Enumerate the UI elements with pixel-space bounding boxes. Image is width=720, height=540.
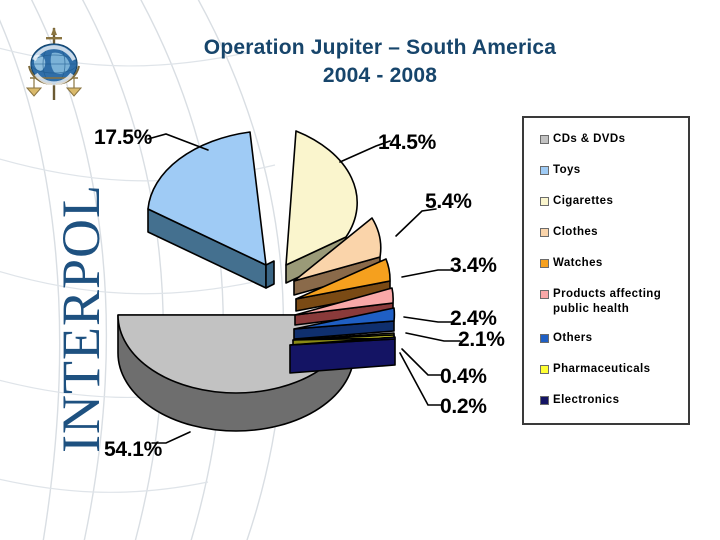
pie-label-products-public-health: 2.4% (450, 307, 497, 330)
pie-label-cigarettes: 14.5% (378, 131, 437, 154)
legend-item-pharmaceuticals: Pharmaceuticals (540, 362, 688, 393)
legend-item-electronics: Electronics (540, 393, 688, 424)
pie-label-toys: 17.5% (94, 126, 153, 149)
pie-chart (117, 130, 461, 444)
pie-label-pharmaceuticals: 0.4% (440, 365, 487, 388)
legend-item-others: Others (540, 331, 688, 362)
pie-label-clothes: 5.4% (425, 190, 472, 213)
legend-item-products-public-health: Products affecting public health (540, 287, 688, 331)
pie-slice-electronics (289, 336, 396, 374)
legend-label: Cigarettes (553, 195, 614, 207)
legend-item-cigarettes: Cigarettes (540, 194, 688, 225)
legend-label: Others (553, 332, 593, 344)
legend-list: CDs & DVDs Toys Cigarettes Clothes Watch… (524, 118, 688, 424)
legend-label: Watches (553, 257, 603, 269)
pie-slice-watches (295, 258, 391, 312)
legend-swatch-icon (540, 228, 549, 237)
pie-slice-clothes (293, 217, 382, 296)
legend-item-watches: Watches (540, 256, 688, 287)
legend-swatch-icon (540, 290, 549, 299)
legend-label: Products affecting public health (553, 288, 662, 315)
pie-leader-lines (147, 133, 461, 444)
pie-label-watches: 3.4% (450, 254, 497, 277)
legend-swatch-icon (540, 197, 549, 206)
legend-item-toys: Toys (540, 163, 688, 194)
page-title: Operation Jupiter – South America 2004 -… (120, 34, 640, 90)
legend-label: Clothes (553, 226, 598, 238)
pie-slice-others (293, 307, 396, 340)
legend-swatch-icon (540, 365, 549, 374)
title-line-2: 2004 - 2008 (322, 64, 438, 87)
pie-label-others: 2.1% (458, 328, 505, 351)
pie-slice-toys (147, 131, 275, 289)
legend-item-cds-dvds: CDs & DVDs (540, 132, 688, 163)
legend-label: Toys (553, 164, 581, 176)
pie-slice-products-public-health (294, 287, 394, 326)
pie-slice-cigarettes (285, 130, 358, 284)
legend-swatch-icon (540, 396, 549, 405)
interpol-logo-icon (25, 27, 83, 100)
legend-label: Pharmaceuticals (553, 363, 651, 375)
pie-label-electronics: 0.2% (440, 395, 487, 418)
legend-swatch-icon (540, 334, 549, 343)
legend-label: Electronics (553, 394, 620, 406)
legend-swatch-icon (540, 135, 549, 144)
pie-label-cds-dvds: 54.1% (104, 438, 163, 461)
legend-item-clothes: Clothes (540, 225, 688, 256)
legend-label: CDs & DVDs (553, 133, 626, 145)
title-line-1: Operation Jupiter – South America (203, 36, 557, 59)
chart-legend: CDs & DVDs Toys Cigarettes Clothes Watch… (522, 116, 690, 425)
legend-swatch-icon (540, 166, 549, 175)
legend-swatch-icon (540, 259, 549, 268)
